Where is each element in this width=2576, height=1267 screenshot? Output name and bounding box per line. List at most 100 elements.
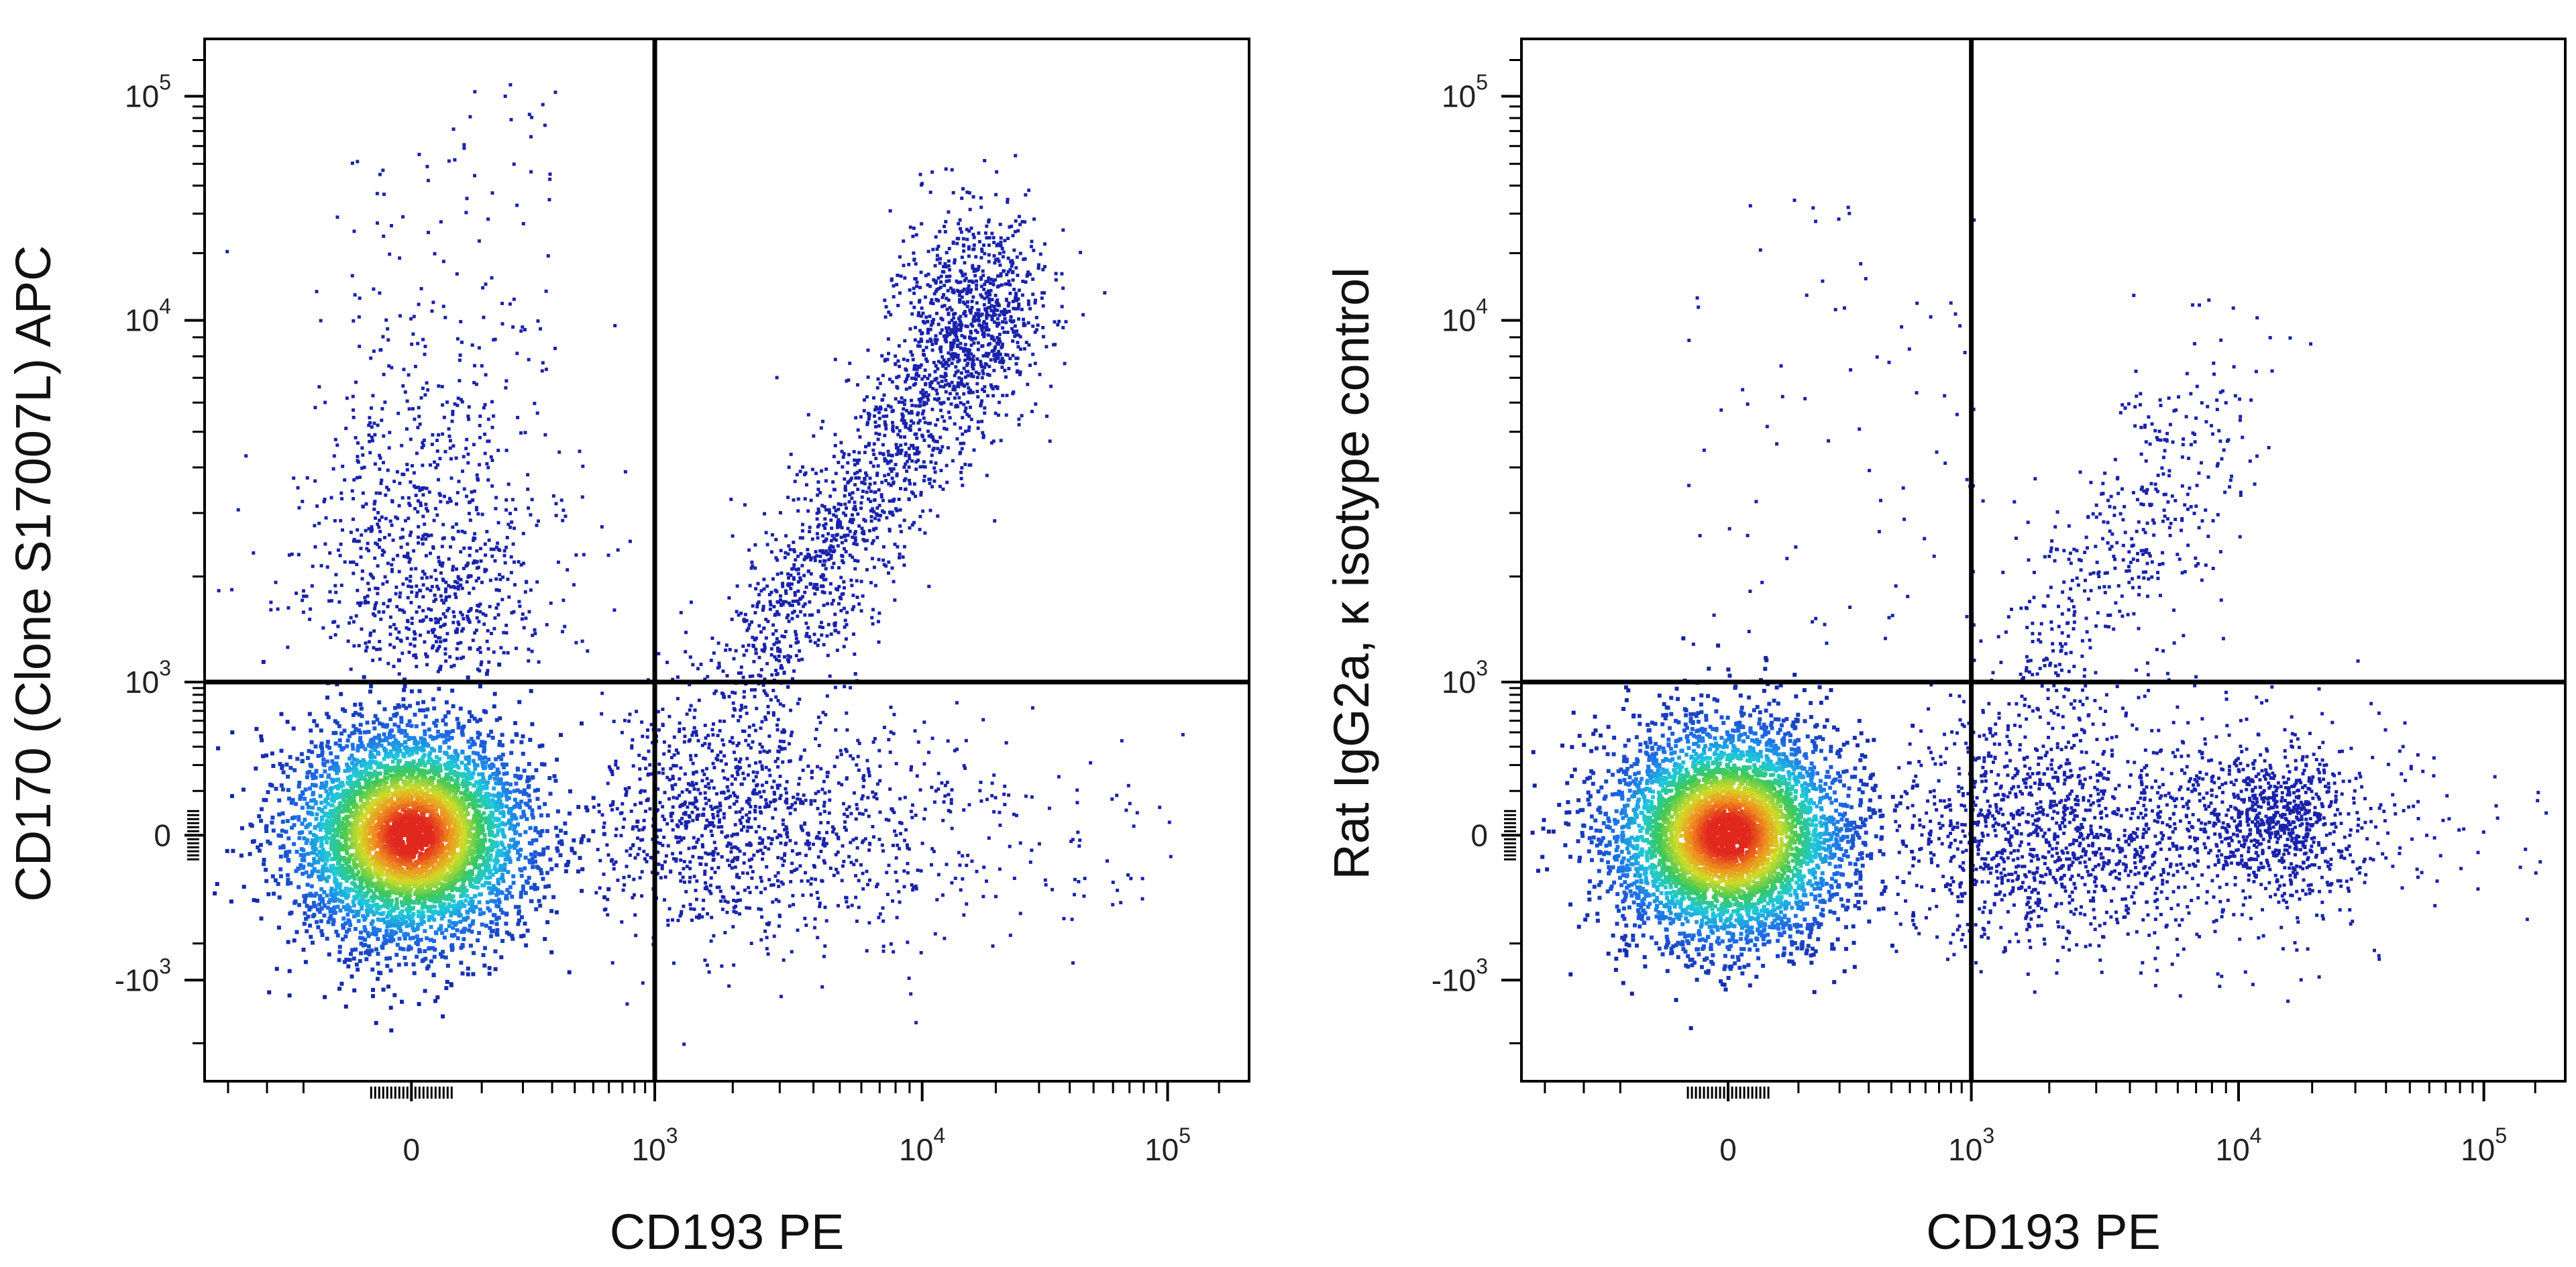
event-dot [490,191,494,195]
event-dot [948,392,952,396]
event-dot [353,293,357,297]
event-dot [900,412,904,416]
event-dot [983,296,987,300]
event-dot [982,320,986,324]
event-dot [855,859,859,863]
event-dot [931,448,935,452]
event-dot [692,907,696,912]
event-dot [441,612,445,616]
event-dot [482,406,486,410]
event-dot [1051,887,1054,891]
event-dot [924,382,928,386]
event-dot [511,542,515,546]
event-dot [382,937,387,942]
event-dot [725,844,729,848]
event-dot [402,368,406,372]
event-dot [475,506,478,510]
event-dot [860,797,864,801]
event-dot [504,449,508,452]
event-dot [970,357,974,362]
event-dot [975,283,979,287]
event-dot [955,437,959,441]
event-dot [994,345,998,349]
event-dot [828,674,832,678]
event-dot [809,558,813,562]
event-dot [981,372,985,376]
event-dot [443,449,447,453]
event-dot [372,507,376,511]
event-dot [769,550,773,554]
event-dot [456,529,460,533]
event-dot [736,891,740,895]
event-dot [982,243,985,247]
event-dot [457,622,461,626]
event-dot [768,607,772,611]
event-dot [412,315,416,319]
event-dot [656,710,660,714]
event-dot [930,170,934,174]
event-dot [390,366,394,370]
event-dot [959,227,962,231]
event-dot [512,297,516,301]
event-dot [935,439,939,443]
event-dot [676,697,680,701]
event-dot [364,641,368,645]
event-dot [801,522,804,527]
event-dot [796,567,800,571]
event-dot [801,893,805,897]
event-dot [989,383,993,387]
event-dot [836,835,840,839]
event-dot [739,665,743,669]
event-dot [405,577,409,581]
event-dot [1028,860,1032,864]
event-dot [819,821,823,825]
event-dot [830,527,834,531]
event-dot [703,872,707,876]
event-dot [484,282,488,286]
event-dot [367,527,371,531]
event-dot [494,506,498,510]
event-dot [447,873,452,878]
event-dot [823,559,827,563]
event-dot [380,407,384,410]
event-dot [877,513,881,517]
event-dot [655,840,659,844]
event-dot [861,785,865,789]
event-dot [549,601,553,605]
event-dot [875,797,879,801]
event-dot [998,867,1002,871]
event-dot [1001,394,1005,398]
event-dot [1011,339,1015,343]
event-dot [890,476,894,480]
event-dot [486,217,490,221]
event-dot [716,666,720,670]
event-dot [861,594,865,598]
event-dot [712,816,716,820]
event-dot [769,698,773,702]
event-dot [883,408,888,412]
event-dot [416,499,420,503]
event-dot [892,467,896,471]
event-dot [903,795,907,800]
event-dot [529,170,533,174]
event-dot [301,598,305,602]
event-dot [942,358,946,362]
event-dot [796,497,800,501]
event-dot [376,936,380,941]
event-dot [963,347,967,351]
event-dot [466,452,470,456]
event-dot [335,443,339,447]
event-dot [776,699,780,702]
event-dot [898,820,902,824]
event-dot [1018,370,1022,374]
event-dot [825,771,829,775]
event-dot [352,620,356,624]
event-dot [947,313,951,317]
event-dot [1018,223,1022,227]
event-dot [814,550,818,554]
event-dot [561,630,564,634]
event-dot [686,805,690,809]
event-dot [810,467,814,472]
event-dot [761,852,765,855]
event-dot [784,841,788,845]
